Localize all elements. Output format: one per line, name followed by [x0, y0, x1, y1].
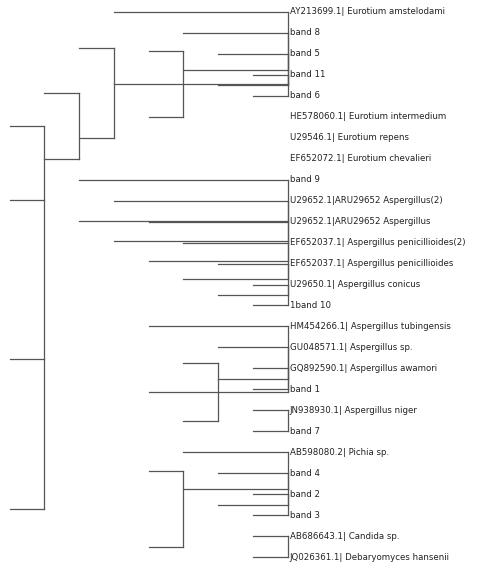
Text: band 2: band 2 [290, 490, 319, 498]
Text: band 8: band 8 [290, 28, 319, 38]
Text: EF652037.1| Aspergillus penicillioides(2): EF652037.1| Aspergillus penicillioides(2… [290, 238, 465, 247]
Text: GQ892590.1| Aspergillus awamori: GQ892590.1| Aspergillus awamori [290, 364, 437, 373]
Text: HM454266.1| Aspergillus tubingensis: HM454266.1| Aspergillus tubingensis [290, 322, 451, 331]
Text: 1band 10: 1band 10 [290, 301, 331, 310]
Text: band 9: band 9 [290, 175, 319, 184]
Text: JQ026361.1| Debaryomyces hansenii: JQ026361.1| Debaryomyces hansenii [290, 552, 450, 562]
Text: band 3: band 3 [290, 511, 319, 519]
Text: band 4: band 4 [290, 469, 319, 478]
Text: band 7: band 7 [290, 427, 319, 436]
Text: AB686643.1| Candida sp.: AB686643.1| Candida sp. [290, 531, 399, 541]
Text: EF652072.1| Eurotium chevalieri: EF652072.1| Eurotium chevalieri [290, 154, 431, 163]
Text: U29652.1|ARU29652 Aspergillus(2): U29652.1|ARU29652 Aspergillus(2) [290, 196, 442, 205]
Text: HE578060.1| Eurotium intermedium: HE578060.1| Eurotium intermedium [290, 112, 446, 121]
Text: band 1: band 1 [290, 385, 319, 394]
Text: band 5: band 5 [290, 50, 319, 58]
Text: U29650.1| Aspergillus conicus: U29650.1| Aspergillus conicus [290, 280, 420, 289]
Text: U29546.1| Eurotium repens: U29546.1| Eurotium repens [290, 133, 409, 142]
Text: U29652.1|ARU29652 Aspergillus: U29652.1|ARU29652 Aspergillus [290, 217, 430, 226]
Text: JN938930.1| Aspergillus niger: JN938930.1| Aspergillus niger [290, 406, 418, 415]
Text: AB598080.2| Pichia sp.: AB598080.2| Pichia sp. [290, 448, 389, 457]
Text: band 6: band 6 [290, 91, 319, 100]
Text: EF652037.1| Aspergillus penicillioides: EF652037.1| Aspergillus penicillioides [290, 259, 453, 268]
Text: band 11: band 11 [290, 71, 325, 79]
Text: AY213699.1| Eurotium amstelodami: AY213699.1| Eurotium amstelodami [290, 7, 445, 17]
Text: GU048571.1| Aspergillus sp.: GU048571.1| Aspergillus sp. [290, 343, 412, 352]
